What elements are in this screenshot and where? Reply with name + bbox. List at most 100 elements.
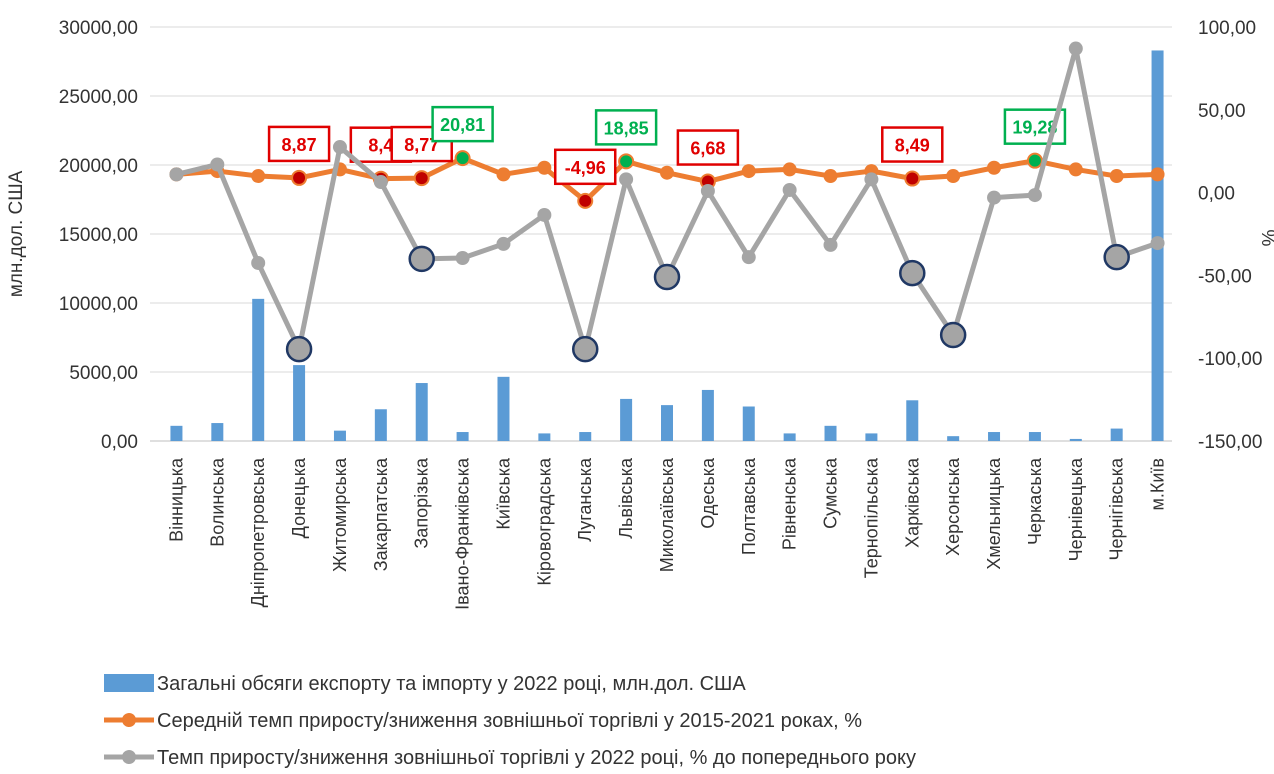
marker — [946, 169, 961, 184]
marker — [987, 190, 1002, 205]
highlight-marker — [899, 259, 926, 287]
marker — [741, 250, 756, 265]
bar — [1028, 432, 1041, 441]
marker — [987, 160, 1002, 175]
x-tick-label: м.Київ — [1148, 458, 1168, 510]
legend-marker — [122, 713, 136, 727]
bar — [456, 432, 469, 441]
x-tick-label: Харківська — [902, 457, 922, 548]
bar — [170, 425, 183, 441]
annotation-box — [553, 148, 617, 186]
marker — [454, 150, 471, 167]
x-tick-label: Полтавська — [739, 457, 759, 555]
x-tick-label: Миколаївська — [657, 457, 677, 572]
marker — [577, 192, 594, 209]
marker — [291, 169, 308, 186]
marker — [741, 164, 756, 179]
annotation-box — [267, 125, 331, 163]
bar — [742, 406, 755, 441]
marker — [618, 153, 635, 170]
y-tick-label: 25000,00 — [59, 87, 138, 108]
bar — [906, 400, 919, 441]
marker — [332, 140, 347, 155]
y2-tick-label: 100,00 — [1198, 18, 1256, 39]
y2-tick-label: 0,00 — [1198, 184, 1235, 205]
bar — [374, 409, 387, 441]
bar — [252, 298, 265, 441]
bar — [824, 425, 837, 441]
marker — [210, 157, 225, 172]
line — [175, 46, 1159, 352]
marker — [373, 175, 388, 190]
marker — [455, 251, 470, 266]
x-tick-label: Львівська — [616, 457, 636, 539]
x-tick-label: Запорізька — [412, 457, 432, 549]
data-label: 8,49 — [895, 136, 930, 156]
highlight-marker — [285, 335, 313, 363]
annotation-box — [676, 129, 740, 166]
marker — [782, 182, 797, 197]
bar — [701, 389, 714, 441]
data-label: -4,96 — [565, 158, 606, 178]
bar — [865, 433, 878, 441]
bar — [293, 365, 306, 441]
x-tick-label: Тернопільська — [861, 457, 881, 578]
y2-tick-label: -150,00 — [1198, 432, 1262, 453]
bar — [579, 432, 592, 441]
data-label: 19,28 — [1012, 118, 1057, 138]
legend-swatch — [104, 674, 154, 692]
bar — [1069, 438, 1082, 441]
x-tick-label: Київська — [493, 457, 513, 530]
x-tick-label: Луганська — [575, 457, 595, 542]
marker — [700, 183, 715, 198]
marker — [1150, 236, 1165, 251]
x-tick-label: Рівненська — [780, 457, 800, 550]
bar — [415, 383, 428, 441]
marker — [904, 170, 921, 187]
marker — [1068, 41, 1083, 56]
x-tick-label: Чернігівська — [1107, 457, 1127, 561]
bar — [783, 433, 796, 441]
y2-tick-label: -100,00 — [1198, 349, 1262, 370]
data-label: 20,81 — [440, 115, 485, 135]
highlight-marker — [939, 321, 967, 349]
x-tick-label: Чернівецька — [1066, 457, 1086, 561]
bar — [1110, 428, 1123, 441]
marker — [1026, 152, 1043, 169]
y-tick-label: 20000,00 — [59, 156, 138, 177]
marker — [537, 160, 552, 175]
x-tick-label: Кіровоградська — [534, 457, 554, 586]
x-tick-label: Вінницька — [166, 457, 186, 542]
y-tick-label: 30000,00 — [59, 18, 138, 39]
x-tick-label: Сумська — [821, 457, 841, 529]
highlight-marker — [653, 263, 681, 291]
x-tick-label: Волинська — [207, 457, 227, 547]
x-tick-label: Житомирська — [330, 457, 350, 572]
highlight-marker — [408, 245, 435, 273]
highlight-marker — [1103, 243, 1130, 271]
y-tick-label: 0,00 — [101, 432, 138, 453]
bar — [661, 405, 673, 441]
y-tick-label: 15000,00 — [59, 225, 138, 246]
data-label: 8,77 — [404, 135, 439, 155]
legend-label: Темп приросту/зниження зовнішньої торгів… — [157, 747, 916, 769]
x-tick-label: Дніпропетровська — [248, 457, 268, 607]
bar — [497, 376, 510, 441]
x-tick-label: Донецька — [289, 457, 309, 538]
bar — [620, 398, 633, 441]
legend-label: Загальні обсяги експорту та імпорту у 20… — [157, 673, 746, 695]
data-label: 8,87 — [282, 135, 317, 155]
x-tick-label: Івано-Франківська — [453, 457, 473, 610]
marker — [537, 207, 552, 222]
data-label: 6,68 — [690, 139, 725, 159]
marker — [1109, 169, 1124, 184]
legend-marker — [122, 750, 136, 764]
marker — [413, 170, 430, 187]
x-tick-label: Черкаська — [1025, 457, 1045, 545]
y-axis-label: млн.дол. США — [6, 170, 27, 297]
marker — [251, 169, 266, 184]
y2-axis-label: % — [1257, 230, 1274, 247]
bar — [333, 430, 346, 441]
data-label: 8,4 — [368, 136, 393, 156]
marker — [823, 237, 838, 252]
